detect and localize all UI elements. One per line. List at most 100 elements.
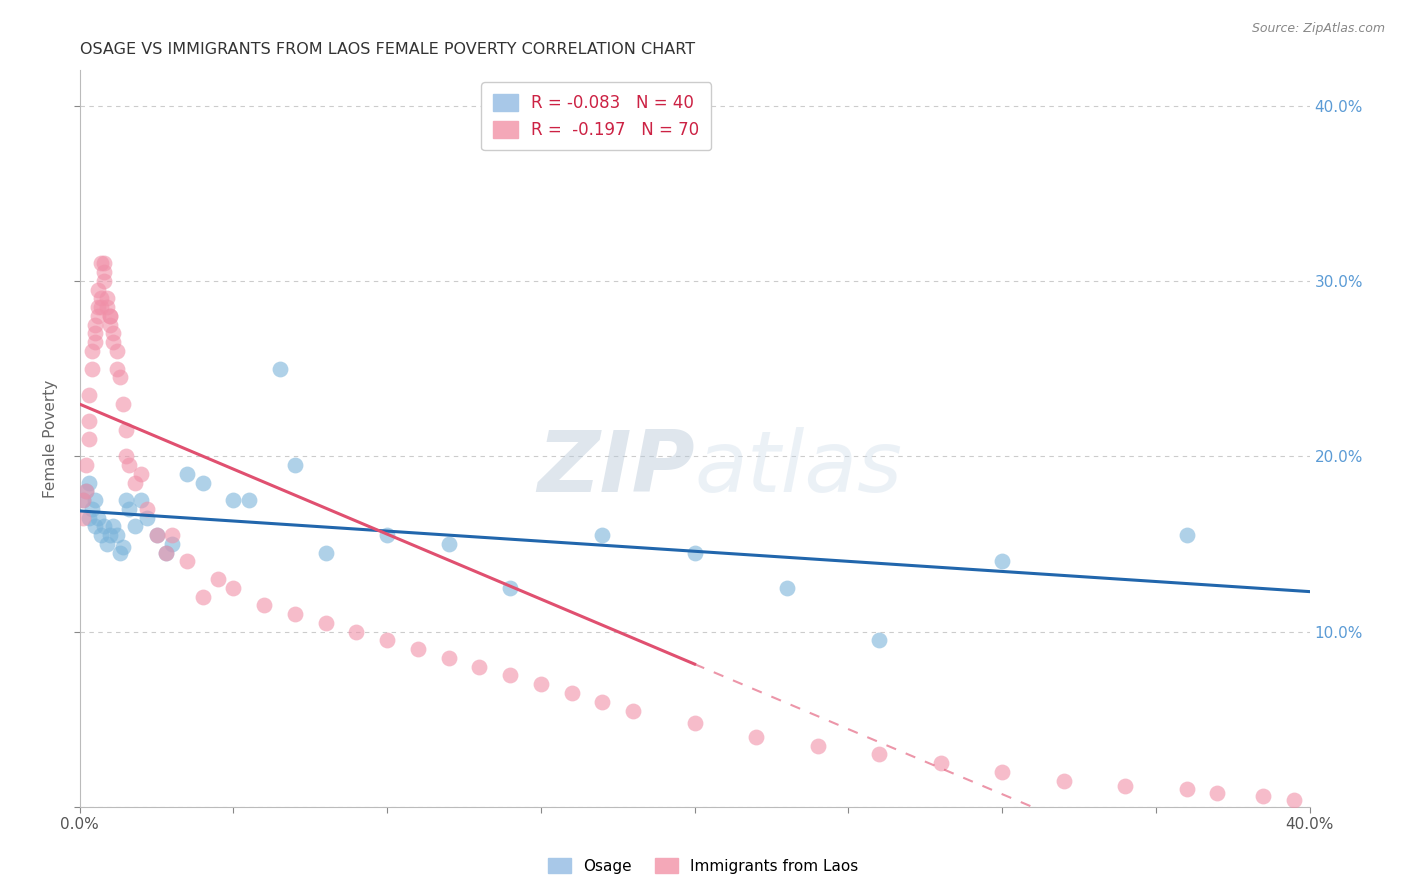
- Point: [114, 423, 136, 437]
- Point: [75, 484, 97, 499]
- Text: OSAGE VS IMMIGRANTS FROM LAOS FEMALE POVERTY CORRELATION CHART: OSAGE VS IMMIGRANTS FROM LAOS FEMALE POV…: [80, 42, 695, 57]
- Point: [90, 528, 112, 542]
- Point: [776, 581, 799, 595]
- Point: [93, 265, 115, 279]
- Point: [929, 756, 952, 771]
- Point: [145, 528, 167, 542]
- Point: [269, 361, 291, 376]
- Point: [103, 519, 125, 533]
- Point: [100, 528, 122, 542]
- Point: [1114, 779, 1136, 793]
- Point: [191, 590, 214, 604]
- Point: [1282, 793, 1305, 807]
- Point: [155, 546, 177, 560]
- Point: [1206, 786, 1229, 800]
- Point: [284, 607, 307, 621]
- Point: [683, 715, 706, 730]
- Point: [468, 659, 491, 673]
- Point: [561, 686, 583, 700]
- Point: [77, 388, 100, 402]
- Point: [90, 292, 112, 306]
- Point: [136, 510, 159, 524]
- Point: [100, 309, 122, 323]
- Point: [72, 493, 94, 508]
- Point: [80, 361, 103, 376]
- Point: [868, 633, 890, 648]
- Point: [176, 467, 198, 481]
- Point: [80, 501, 103, 516]
- Point: [72, 493, 94, 508]
- Text: atlas: atlas: [695, 426, 903, 509]
- Point: [105, 528, 128, 542]
- Point: [591, 695, 613, 709]
- Y-axis label: Female Poverty: Female Poverty: [44, 380, 58, 498]
- Legend: R = -0.083   N = 40, R =  -0.197   N = 70: R = -0.083 N = 40, R = -0.197 N = 70: [481, 82, 711, 151]
- Point: [222, 493, 245, 508]
- Point: [100, 318, 122, 332]
- Point: [118, 501, 141, 516]
- Point: [315, 615, 337, 630]
- Point: [96, 300, 118, 314]
- Point: [222, 581, 245, 595]
- Point: [745, 730, 768, 744]
- Point: [160, 528, 183, 542]
- Point: [155, 546, 177, 560]
- Point: [191, 475, 214, 490]
- Point: [84, 493, 107, 508]
- Point: [77, 510, 100, 524]
- Text: ZIP: ZIP: [537, 426, 695, 509]
- Point: [530, 677, 553, 691]
- Point: [344, 624, 367, 639]
- Point: [991, 554, 1014, 568]
- Point: [111, 541, 134, 555]
- Point: [77, 414, 100, 428]
- Point: [499, 581, 522, 595]
- Point: [80, 344, 103, 359]
- Point: [103, 335, 125, 350]
- Point: [114, 493, 136, 508]
- Point: [129, 493, 152, 508]
- Point: [437, 651, 460, 665]
- Point: [77, 475, 100, 490]
- Point: [868, 747, 890, 762]
- Point: [118, 458, 141, 472]
- Point: [93, 256, 115, 270]
- Point: [499, 668, 522, 682]
- Point: [84, 326, 107, 341]
- Point: [96, 292, 118, 306]
- Point: [111, 397, 134, 411]
- Point: [284, 458, 307, 472]
- Point: [84, 335, 107, 350]
- Point: [124, 519, 146, 533]
- Point: [108, 546, 131, 560]
- Legend: Osage, Immigrants from Laos: Osage, Immigrants from Laos: [541, 852, 865, 880]
- Point: [108, 370, 131, 384]
- Point: [806, 739, 828, 753]
- Point: [75, 458, 97, 472]
- Point: [253, 599, 276, 613]
- Point: [683, 546, 706, 560]
- Point: [207, 572, 229, 586]
- Point: [375, 528, 398, 542]
- Point: [84, 318, 107, 332]
- Point: [991, 764, 1014, 779]
- Point: [124, 475, 146, 490]
- Point: [375, 633, 398, 648]
- Point: [1175, 528, 1198, 542]
- Point: [136, 501, 159, 516]
- Point: [93, 274, 115, 288]
- Point: [176, 554, 198, 568]
- Point: [105, 361, 128, 376]
- Point: [437, 537, 460, 551]
- Point: [406, 642, 429, 657]
- Point: [315, 546, 337, 560]
- Point: [1253, 789, 1275, 804]
- Point: [84, 519, 107, 533]
- Point: [90, 256, 112, 270]
- Point: [93, 519, 115, 533]
- Point: [145, 528, 167, 542]
- Point: [87, 309, 110, 323]
- Point: [96, 537, 118, 551]
- Point: [87, 283, 110, 297]
- Point: [114, 449, 136, 463]
